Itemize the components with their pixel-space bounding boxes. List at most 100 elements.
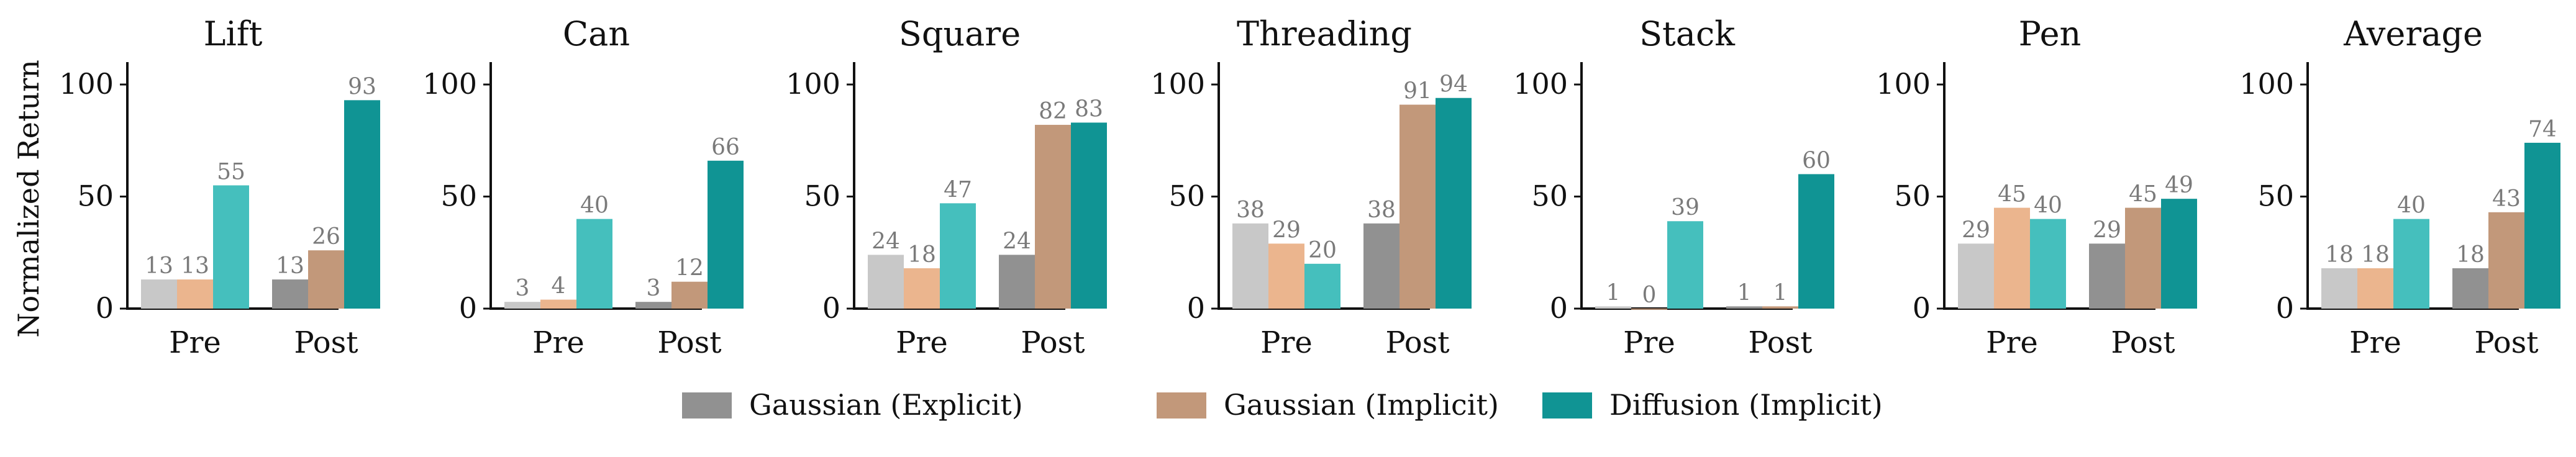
data-label: 13 bbox=[145, 253, 173, 279]
bar-post-diffusion-implicit bbox=[1436, 97, 1472, 309]
data-label: 38 bbox=[1367, 197, 1396, 223]
data-label: 13 bbox=[181, 253, 209, 279]
data-label: 60 bbox=[1802, 148, 1831, 173]
x-tick-label: Pre bbox=[169, 325, 221, 360]
x-tick-label: Pre bbox=[1260, 325, 1313, 360]
data-label: 3 bbox=[647, 276, 661, 301]
y-tick-label: 50 bbox=[1894, 179, 1931, 213]
y-tick-label: 100 bbox=[1513, 67, 1568, 101]
bar-post-diffusion-implicit bbox=[344, 100, 380, 309]
bar-pre-diffusion-implicit bbox=[1667, 221, 1703, 309]
y-tick-label: 0 bbox=[2276, 291, 2294, 325]
data-label: 20 bbox=[1308, 238, 1337, 263]
bar-post-gaussian-explicit bbox=[635, 302, 671, 309]
panel-lift: Lift 0 50 100 13 13 55 Pre 13 26 93 Post bbox=[59, 14, 380, 360]
data-label: 29 bbox=[1272, 217, 1301, 243]
legend-swatch bbox=[682, 392, 732, 419]
panel-title: Pen bbox=[2019, 14, 2082, 53]
x-tick-label: Post bbox=[1385, 325, 1449, 360]
bar-pre-gaussian-implicit bbox=[904, 268, 940, 309]
x-tick-label: Pre bbox=[2349, 325, 2401, 360]
data-label: 38 bbox=[1236, 197, 1265, 223]
y-tick-label: 50 bbox=[77, 179, 114, 213]
y-tick-label: 100 bbox=[1876, 67, 1931, 101]
data-label: 29 bbox=[2093, 217, 2121, 243]
legend-item-diffusion-implicit: Diffusion (Implicit) bbox=[1542, 388, 1883, 422]
data-label: 18 bbox=[2361, 242, 2390, 268]
bar-pre-diffusion-implicit bbox=[2030, 219, 2066, 309]
y-tick-label: 50 bbox=[1531, 179, 1568, 213]
bar-pre-diffusion-implicit bbox=[2393, 219, 2429, 309]
panel-title: Stack bbox=[1639, 14, 1736, 53]
data-label: 91 bbox=[1403, 79, 1432, 104]
panel-title: Square bbox=[899, 14, 1021, 53]
data-label: 18 bbox=[908, 242, 936, 268]
data-label: 40 bbox=[2397, 193, 2426, 219]
x-tick-label: Pre bbox=[1986, 325, 2038, 360]
y-tick-label: 50 bbox=[1168, 179, 1205, 213]
legend-swatch bbox=[1157, 392, 1206, 419]
y-tick-label: 50 bbox=[2257, 179, 2294, 213]
data-label: 24 bbox=[872, 228, 900, 254]
y-axis-label: Normalized Return bbox=[12, 60, 45, 338]
y-tick-label: 0 bbox=[822, 291, 840, 325]
data-label: 83 bbox=[1075, 96, 1103, 122]
bar-pre-gaussian-implicit bbox=[1994, 207, 2030, 309]
bar-post-diffusion-implicit bbox=[1798, 174, 1834, 309]
data-label: 3 bbox=[516, 276, 530, 301]
bar-post-gaussian-explicit bbox=[1726, 306, 1762, 309]
bar-post-diffusion-implicit bbox=[2161, 199, 2197, 309]
bar-post-gaussian-implicit bbox=[1035, 125, 1071, 309]
bar-pre-diffusion-implicit bbox=[1304, 263, 1340, 309]
y-tick-label: 100 bbox=[1150, 67, 1205, 101]
bar-pre-gaussian-implicit bbox=[1631, 309, 1667, 310]
bar-pre-gaussian-explicit bbox=[2321, 268, 2357, 309]
y-tick-label: 50 bbox=[804, 179, 840, 213]
bar-pre-gaussian-explicit bbox=[504, 302, 540, 309]
data-label: 45 bbox=[2129, 182, 2157, 207]
x-tick-label: Post bbox=[657, 325, 721, 360]
y-tick-label: 50 bbox=[440, 179, 477, 213]
data-label: 43 bbox=[2492, 186, 2521, 212]
x-tick-label: Pre bbox=[532, 325, 585, 360]
y-tick-label: 0 bbox=[1550, 291, 1568, 325]
y-tick-label: 100 bbox=[422, 67, 477, 101]
data-label: 29 bbox=[1962, 217, 1990, 243]
data-label: 40 bbox=[2034, 193, 2062, 219]
bar-pre-gaussian-implicit bbox=[1268, 243, 1304, 309]
y-tick-label: 100 bbox=[59, 67, 114, 101]
bar-post-gaussian-explicit bbox=[999, 255, 1035, 309]
data-label: 1 bbox=[1773, 280, 1788, 305]
bar-pre-diffusion-implicit bbox=[576, 219, 612, 309]
panel-title: Threading bbox=[1237, 14, 1412, 53]
data-label: 26 bbox=[312, 224, 340, 250]
data-label: 94 bbox=[1439, 72, 1468, 97]
bar-post-gaussian-implicit bbox=[2125, 207, 2161, 309]
panel-average: Average 0 50 100 18 18 40 Pre 18 43 74 Post bbox=[2239, 14, 2560, 360]
data-label: 18 bbox=[2456, 242, 2485, 268]
bar-post-gaussian-explicit bbox=[272, 279, 308, 309]
y-tick-label: 0 bbox=[96, 291, 114, 325]
legend-label: Gaussian (Explicit) bbox=[749, 388, 1023, 422]
bar-pre-gaussian-explicit bbox=[141, 279, 177, 309]
panel-pen: Pen 0 50 100 29 45 40 Pre 29 45 49 Post bbox=[1876, 14, 2197, 360]
panel-square: Square 0 50 100 24 18 47 Pre 24 82 83 Post bbox=[786, 14, 1107, 360]
bar-post-diffusion-implicit bbox=[1071, 122, 1107, 309]
legend-item-gaussian-implicit: Gaussian (Implicit) bbox=[1157, 388, 1499, 422]
data-label: 1 bbox=[1606, 280, 1621, 305]
bar-post-gaussian-explicit bbox=[2089, 243, 2125, 309]
legend-label: Gaussian (Implicit) bbox=[1224, 388, 1499, 422]
y-tick-label: 0 bbox=[459, 291, 477, 325]
data-label: 47 bbox=[944, 177, 972, 202]
x-tick-label: Post bbox=[2474, 325, 2538, 360]
bar-pre-gaussian-explicit bbox=[1958, 243, 1994, 309]
panel-threading: Threading 0 50 100 38 29 20 Pre 38 91 94 Post bbox=[1150, 14, 1472, 360]
bar-post-diffusion-implicit bbox=[708, 160, 744, 309]
data-label: 12 bbox=[675, 256, 704, 281]
bar-post-gaussian-implicit bbox=[2488, 212, 2524, 309]
x-tick-label: Post bbox=[1021, 325, 1085, 360]
x-tick-label: Post bbox=[294, 325, 358, 360]
